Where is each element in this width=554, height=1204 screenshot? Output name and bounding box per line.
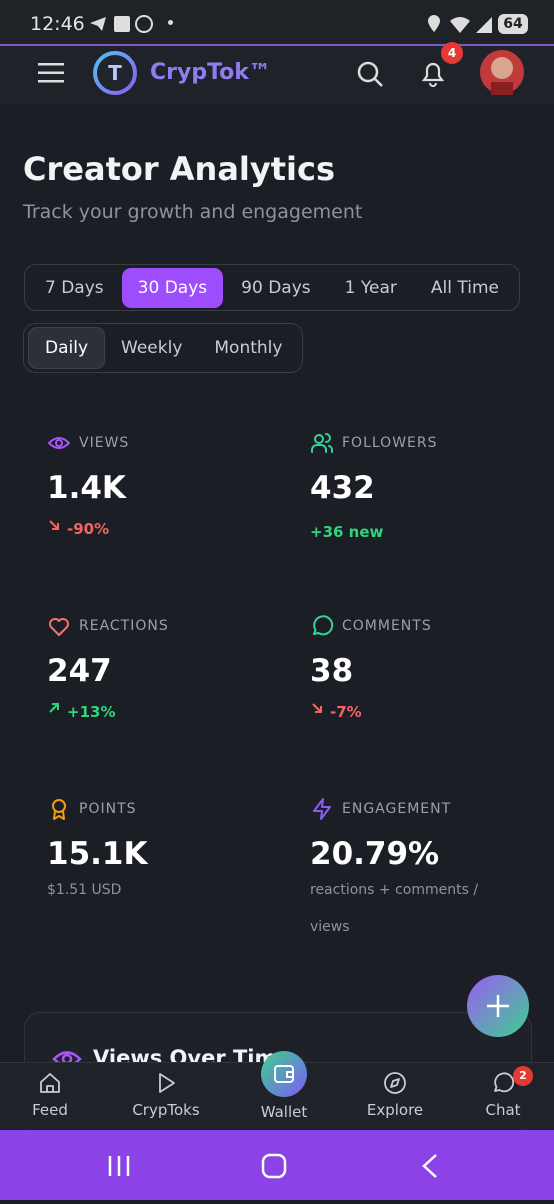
icon-graphic (313, 615, 334, 636)
arrow-icon (49, 520, 59, 530)
dot (168, 20, 173, 25)
nav-label[interactable]: Feed (32, 1101, 68, 1119)
nav-label[interactable]: Explore (366, 1101, 424, 1119)
stat-value: 20.79% (310, 836, 440, 872)
granularity-tab[interactable]: Monthly (214, 338, 283, 358)
clock: 12:46 (30, 13, 85, 35)
wallet-icon (274, 1065, 294, 1083)
svg-text:T: T (108, 61, 122, 85)
wallet-button[interactable] (261, 1051, 307, 1097)
system-icons (428, 15, 492, 33)
range-tab[interactable]: 7 Days (45, 277, 104, 298)
menu-button[interactable] (38, 62, 64, 84)
stat-change: -7% (330, 703, 362, 721)
trend-arrow (47, 518, 61, 536)
battery: 64 (498, 14, 528, 34)
stat-note: +36 new (310, 523, 384, 541)
nav-icon[interactable] (491, 1071, 515, 1099)
icon-graphic (49, 618, 69, 636)
page-subtitle: Track your growth and engagement (23, 201, 363, 223)
nav-label[interactable]: CrypToks (132, 1101, 200, 1119)
plus-icon (487, 995, 509, 1017)
notification-badge: 4 (441, 42, 463, 64)
stat-value: 15.1K (47, 836, 148, 872)
nav-icon-graphic (40, 1073, 60, 1093)
brand-name: CrypTok™ (150, 60, 271, 85)
stat-value: 1.4K (47, 470, 126, 506)
nav-label[interactable]: Chat (485, 1101, 521, 1119)
nav-icon-graphic (384, 1072, 406, 1094)
arrow-icon (49, 703, 59, 713)
status-bar: 12:46 64 (0, 0, 554, 46)
trend-arrow (310, 701, 324, 719)
nav-icon-graphic (494, 1072, 515, 1093)
create-button[interactable] (467, 975, 529, 1037)
logo: T (93, 51, 137, 95)
stat-label: POINTS (79, 801, 137, 817)
icon (47, 431, 71, 459)
icon-graphic (48, 437, 70, 449)
icon-graphic (52, 799, 66, 820)
nav-icon-graphic (159, 1073, 175, 1093)
nav-icon[interactable] (38, 1071, 62, 1099)
app-header: T CrypTok™ 4 (0, 42, 554, 104)
stat-change: -90% (67, 520, 110, 538)
granularity-tab[interactable]: Daily (28, 327, 106, 369)
stat-value: 38 (310, 653, 354, 689)
bottom-nav: Feed CrypToks Wallet Explore Chat 2 (0, 1051, 554, 1129)
system-nav-buttons (108, 1153, 437, 1179)
range-tabs: 7 Days 30 Days 90 Days 1 Year All Time (24, 264, 520, 311)
status-icons (90, 15, 153, 33)
granularity-tabs: Daily Weekly Monthly (23, 323, 304, 373)
avatar[interactable] (479, 49, 525, 95)
range-tab[interactable]: All Time (430, 277, 499, 298)
arrow-icon (312, 703, 322, 713)
range-tab[interactable]: 30 Days (121, 267, 224, 308)
stat-note: $1.51 USD (47, 882, 122, 898)
notifications-button[interactable] (420, 60, 446, 88)
stat-value: 432 (310, 470, 375, 506)
icon (310, 431, 334, 459)
icon (310, 797, 334, 825)
range-tab[interactable]: 90 Days (241, 277, 311, 298)
stat-label: ENGAGEMENT (342, 801, 452, 817)
stat-label: VIEWS (79, 435, 130, 451)
stat-value: 247 (47, 653, 112, 689)
page-title: Creator Analytics (23, 150, 336, 188)
icon (47, 797, 71, 825)
system-nav (0, 1130, 554, 1200)
icon (310, 614, 334, 642)
stat-note: reactions + comments / views (310, 882, 479, 935)
trend-arrow (47, 701, 61, 719)
nav-icon[interactable] (383, 1071, 407, 1099)
search-button[interactable] (356, 60, 384, 88)
nav-badge: 2 (513, 1066, 533, 1086)
icon-graphic (311, 433, 333, 453)
icon (47, 614, 71, 642)
icon-graphic (313, 798, 331, 820)
nav-label[interactable]: Wallet (260, 1103, 308, 1121)
range-tab[interactable]: 1 Year (344, 277, 397, 298)
stat-change: +13% (67, 703, 116, 721)
nav-icon[interactable] (154, 1071, 178, 1099)
stat-label: FOLLOWERS (342, 435, 438, 451)
stat-label: COMMENTS (342, 618, 432, 634)
granularity-tab[interactable]: Weekly (121, 338, 183, 358)
stat-label: REACTIONS (79, 618, 169, 634)
